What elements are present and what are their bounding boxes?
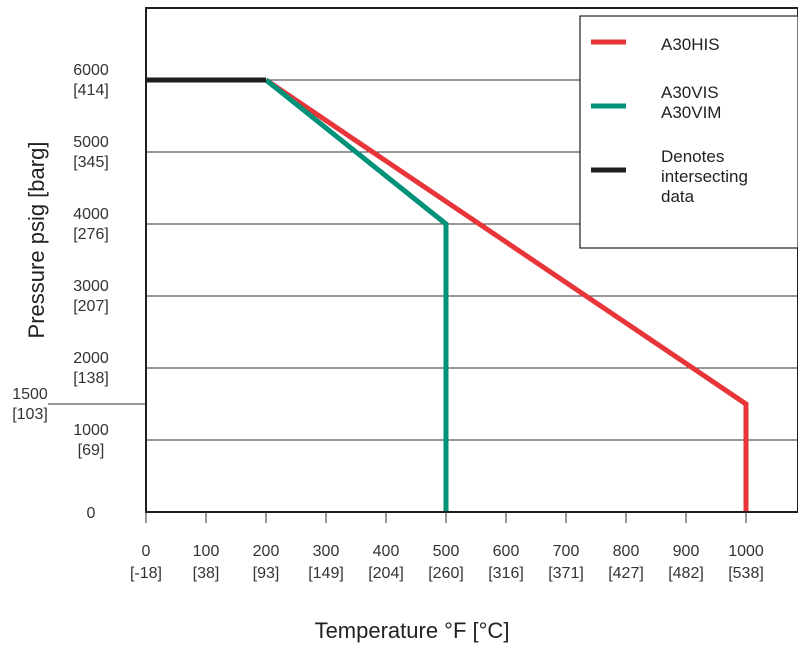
x-tick-sublabel: [260] [428,565,464,582]
x-axis-ticks: 0 [-18] 100 [38] 200 [93] 300 [149] 400 [204] 500 [… [130,511,798,582]
y-tick-label: 0 [87,505,96,522]
legend-box [579,15,798,249]
y-tick-label: 1000 [73,422,109,439]
x-tick-sublabel: [149] [308,565,344,582]
y-tick-sublabel: [138] [73,370,109,387]
y-tick-label: 5000 [73,134,109,151]
x-tick-label: 500 [433,543,460,560]
y-tick-sublabel: [276] [73,226,109,243]
y-tick-label: 1500 [12,386,48,403]
legend: A30HIS A30VIS A30VIM Denotes intersecting dat… [579,15,798,249]
x-tick-label: 800 [613,543,640,560]
x-tick-sublabel: [482] [668,565,704,582]
y-axis-ticks: 0 1000 [69] 1500 [103] 2000 [138] 3000 [207] 4000… [12,62,109,522]
y-tick-label: 3000 [73,278,109,295]
x-tick-label: 1000 [728,543,764,560]
y-tick-label: 4000 [73,206,109,223]
series-line-1 [264,78,449,512]
y-tick-sublabel: [103] [12,406,48,423]
series-line-0 [264,77,749,512]
x-tick-sublabel: [538] [728,565,764,582]
x-tick-label: 0 [142,543,151,560]
y-tick-sublabel: [69] [78,442,105,459]
x-tick-label: 300 [313,543,340,560]
x-tick-label: 900 [673,543,700,560]
x-tick-sublabel: [371] [548,565,584,582]
y-tick-label: 2000 [73,350,109,367]
x-axis-label: Temperature °F [°C] [315,618,510,643]
y-tick-sublabel: [345] [73,154,109,171]
legend-label: A30VIS A30VIM [661,83,721,122]
x-tick-sublabel: [316] [488,565,524,582]
legend-label: Denotes intersecting data [661,147,748,206]
x-tick-sublabel: [204] [368,565,404,582]
y-axis-label: Pressure psig [barg] [24,142,49,339]
x-tick-label: 200 [253,543,280,560]
x-tick-sublabel: [93] [253,565,280,582]
x-tick-label: 700 [553,543,580,560]
series-lines [146,77,749,512]
y-tick-label: 6000 [73,62,109,79]
x-tick-label: 600 [493,543,520,560]
y-tick-sublabel: [207] [73,298,109,315]
x-tick-sublabel: [38] [193,565,220,582]
x-tick-label: 400 [373,543,400,560]
x-tick-label: 100 [193,543,220,560]
y-tick-sublabel: [414] [73,82,109,99]
x-tick-sublabel: [-18] [130,565,162,582]
x-tick-sublabel: [427] [608,565,644,582]
legend-label: A30HIS [661,35,720,54]
